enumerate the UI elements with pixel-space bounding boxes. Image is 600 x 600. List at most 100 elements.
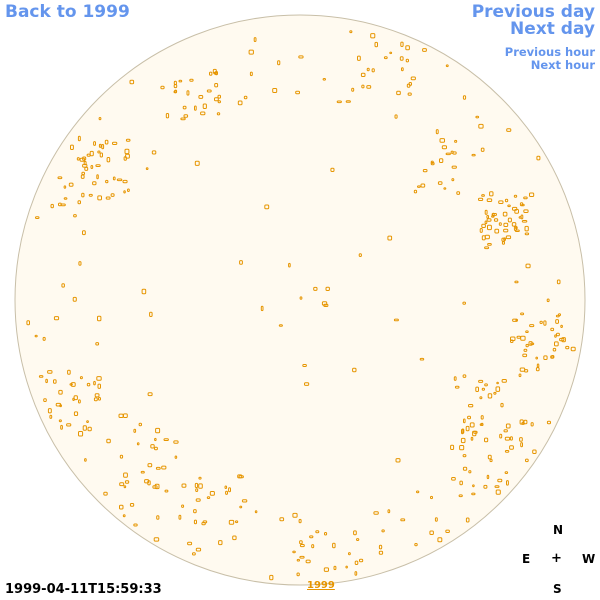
contour-mark	[173, 440, 179, 444]
contour-mark	[487, 243, 492, 246]
contour-mark	[78, 261, 82, 266]
contour-mark	[198, 95, 204, 99]
next-day-link[interactable]: Next day	[510, 19, 595, 39]
contour-mark	[389, 51, 393, 55]
contour-mark	[155, 427, 161, 434]
contour-mark	[532, 449, 537, 454]
contour-mark	[401, 67, 404, 72]
contour-mark	[493, 218, 499, 222]
contour-mark	[133, 428, 137, 433]
contour-mark	[535, 356, 539, 360]
contour-mark	[468, 470, 472, 474]
contour-mark	[198, 483, 203, 489]
contour-mark	[561, 337, 566, 343]
contour-mark	[422, 48, 427, 52]
next-hour-link[interactable]: Next hour	[530, 58, 595, 72]
contour-mark	[492, 212, 495, 217]
contour-mark	[556, 279, 561, 285]
contour-mark	[105, 196, 111, 200]
contour-mark	[288, 262, 291, 268]
contour-mark	[443, 187, 447, 190]
contour-mark	[200, 111, 206, 116]
contour-mark	[360, 72, 366, 78]
contour-mark	[472, 484, 475, 488]
contour-mark	[106, 438, 111, 444]
contour-mark	[277, 60, 281, 66]
contour-mark	[458, 494, 463, 498]
contour-mark	[454, 385, 460, 389]
contour-mark	[505, 235, 512, 240]
contour-mark	[298, 55, 304, 59]
contour-mark	[96, 174, 99, 180]
contour-mark	[465, 425, 470, 432]
contour-mark	[180, 117, 186, 121]
contour-mark	[437, 181, 443, 185]
contour-mark	[435, 129, 439, 135]
contour-mark	[419, 357, 425, 361]
contour-mark	[489, 191, 494, 197]
contour-mark	[460, 437, 466, 444]
contour-mark	[70, 144, 74, 151]
contour-mark	[35, 216, 40, 220]
contour-mark	[123, 156, 127, 161]
contour-mark	[555, 319, 560, 324]
contour-mark	[279, 517, 285, 522]
contour-mark	[178, 514, 182, 520]
contour-mark	[504, 436, 511, 441]
contour-mark	[505, 423, 511, 429]
contour-mark	[422, 169, 428, 173]
contour-mark	[154, 437, 157, 442]
contour-mark	[194, 482, 199, 488]
contour-mark	[238, 475, 244, 479]
contour-mark	[58, 389, 63, 395]
previous-hour-link[interactable]: Previous hour	[504, 45, 595, 59]
previous-day-link[interactable]: Previous day	[471, 2, 595, 22]
contour-mark	[453, 376, 457, 381]
contour-mark	[72, 296, 77, 302]
contour-mark	[516, 335, 521, 339]
contour-mark	[529, 192, 535, 197]
contour-mark	[224, 485, 228, 489]
contour-mark	[86, 153, 91, 157]
contour-mark	[187, 541, 193, 546]
contour-mark	[450, 444, 455, 450]
contour-mark	[112, 176, 116, 181]
contour-mark	[396, 90, 401, 96]
contour-mark	[87, 426, 92, 432]
contour-mark	[523, 209, 529, 213]
contour-mark	[50, 203, 54, 209]
contour-mark	[522, 353, 528, 358]
contour-mark	[445, 152, 451, 156]
contour-mark	[429, 530, 434, 535]
contour-mark	[410, 76, 416, 81]
contour-mark	[98, 397, 101, 401]
contour-mark	[475, 115, 480, 119]
contour-mark	[536, 155, 541, 161]
contour-mark	[487, 454, 492, 460]
contour-mark	[565, 345, 570, 350]
contour-mark	[496, 381, 499, 385]
contour-mark	[58, 419, 62, 423]
contour-mark	[81, 192, 85, 198]
contour-mark	[371, 68, 375, 73]
contour-mark	[506, 480, 509, 486]
contour-mark	[34, 334, 38, 338]
contour-mark	[461, 428, 465, 434]
contour-mark	[381, 529, 385, 533]
contour-mark	[58, 202, 62, 207]
back-to-year-link[interactable]: Back to 1999	[5, 2, 130, 22]
contour-mark	[225, 490, 229, 495]
contour-mark	[523, 348, 528, 352]
contour-mark	[149, 311, 153, 318]
contour-mark	[507, 204, 511, 208]
contour-mark	[181, 483, 187, 488]
contour-mark	[313, 286, 318, 291]
contour-mark	[357, 55, 361, 61]
contour-mark	[407, 92, 412, 96]
contour-mark	[92, 181, 97, 186]
contour-mark	[478, 379, 484, 383]
contour-mark	[153, 537, 160, 542]
year-link[interactable]: 1999	[307, 580, 335, 591]
contour-mark	[125, 153, 130, 159]
